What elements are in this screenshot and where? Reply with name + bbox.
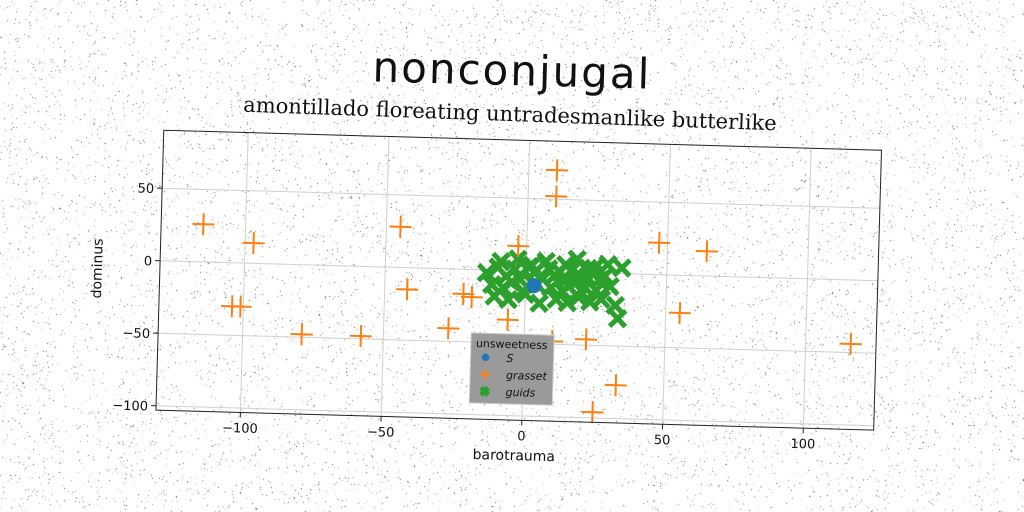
- grasset-point: [389, 215, 412, 238]
- x-tick-label: 50: [654, 433, 671, 448]
- legend-marker-S: [481, 353, 490, 362]
- y-grid-line: [156, 405, 874, 427]
- y-grid-line: [162, 187, 880, 209]
- legend-box: [468, 332, 555, 406]
- guids-point: [536, 251, 556, 272]
- guids-point: [567, 249, 587, 270]
- x-grid-line: [802, 148, 812, 429]
- x-axis-label: barotrauma: [472, 447, 555, 465]
- grasset-point: [581, 401, 604, 424]
- grasset-point: [545, 159, 569, 182]
- guids-point: [583, 258, 604, 279]
- x-grid-line: [662, 144, 671, 425]
- y-tick-label: 0: [144, 254, 153, 269]
- guids-point: [557, 292, 578, 313]
- guids-point: [529, 293, 550, 314]
- guids-point: [607, 308, 628, 329]
- legend-title: unsweetness: [476, 337, 548, 352]
- legend-label-guids: guids: [505, 386, 535, 400]
- legend-marker-guids: [479, 385, 491, 397]
- grasset-point: [229, 295, 252, 318]
- data-markers: [192, 159, 862, 424]
- grasset-point: [437, 317, 460, 340]
- guids-point: [491, 251, 511, 272]
- grasset-point: [695, 240, 718, 263]
- grasset-point: [507, 235, 530, 258]
- legend-marker-grasset: [480, 369, 491, 380]
- axis-ticks: −100 −50 0 50 100 −100 −50 0 50: [112, 182, 815, 453]
- S-point: [526, 278, 542, 294]
- legend-label-grasset: grasset: [506, 369, 548, 383]
- guids-point: [605, 295, 626, 316]
- grasset-point: [604, 374, 627, 397]
- guids-point: [598, 254, 618, 275]
- guids-point: [568, 287, 589, 307]
- series-guids: [476, 249, 632, 329]
- x-tick-label: 0: [517, 429, 526, 444]
- guids-point: [600, 276, 620, 297]
- grasset-point: [396, 278, 419, 301]
- guids-point: [521, 255, 542, 276]
- grasset-point: [496, 308, 519, 331]
- series-grasset: [192, 159, 862, 424]
- grasset-point: [668, 301, 691, 325]
- guids-point: [591, 289, 612, 310]
- series-S: [526, 278, 542, 294]
- legend-label-S: S: [506, 352, 513, 365]
- guids-point: [555, 254, 576, 275]
- grasset-point: [452, 282, 475, 305]
- grasset-point: [290, 323, 313, 346]
- x-grid-line: [380, 136, 390, 417]
- grasset-point: [460, 285, 483, 309]
- guids-point: [508, 249, 528, 269]
- x-grid-line: [239, 132, 249, 413]
- y-tick-label: −100: [112, 399, 148, 415]
- grasset-point: [575, 328, 598, 351]
- guids-point: [612, 257, 632, 278]
- grasset-point: [545, 185, 568, 208]
- grasset-point: [349, 324, 372, 348]
- grasset-point: [192, 213, 215, 236]
- x-tick-label: 100: [790, 437, 815, 453]
- guids-point: [563, 272, 584, 293]
- grasset-point: [242, 232, 265, 255]
- grasset-point: [839, 332, 862, 355]
- grasset-point: [648, 231, 671, 254]
- plot-frame: [155, 129, 883, 431]
- guids-point: [484, 286, 505, 307]
- x-tick-label: −50: [367, 425, 395, 441]
- guids-point: [498, 289, 519, 310]
- y-tick-label: −50: [122, 326, 150, 342]
- y-tick-label: 50: [137, 182, 154, 197]
- grid: [156, 132, 880, 429]
- x-tick-label: −100: [222, 421, 258, 437]
- y-axis-label: dominus: [89, 238, 107, 298]
